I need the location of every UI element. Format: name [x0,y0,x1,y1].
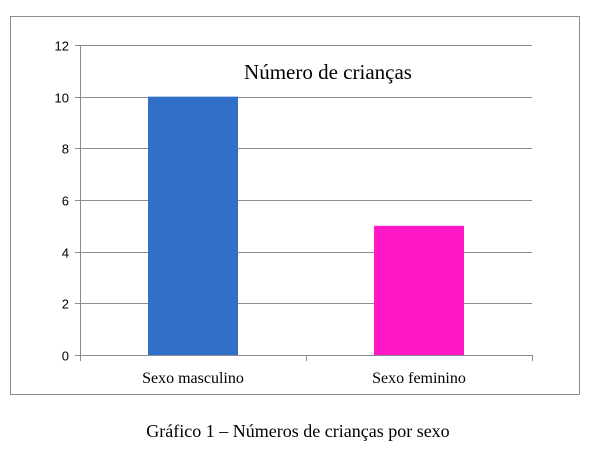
y-tick-label: 4 [62,246,69,261]
bar-chart: 0 2 4 6 8 10 12 Sexo masculino Sexo feminino Núme… [55,39,533,387]
y-tick-label: 12 [55,39,69,54]
bar-masculino [148,96,238,356]
y-tick-label: 8 [62,142,69,157]
x-category-label: Sexo feminino [372,370,466,387]
y-tick-label: 0 [62,349,69,364]
bar-feminino [374,225,464,355]
y-tick-label: 6 [62,194,69,209]
chart-frame: 0 2 4 6 8 10 12 Sexo masculino Sexo feminino Núme… [10,16,580,395]
x-category-label: Sexo masculino [142,370,244,387]
chart-title: Número de crianças [244,60,412,84]
y-tick-label: 10 [55,91,69,106]
y-tick-label: 2 [62,297,69,312]
figure-caption: Gráfico 1 – Números de crianças por sexo [146,421,450,441]
